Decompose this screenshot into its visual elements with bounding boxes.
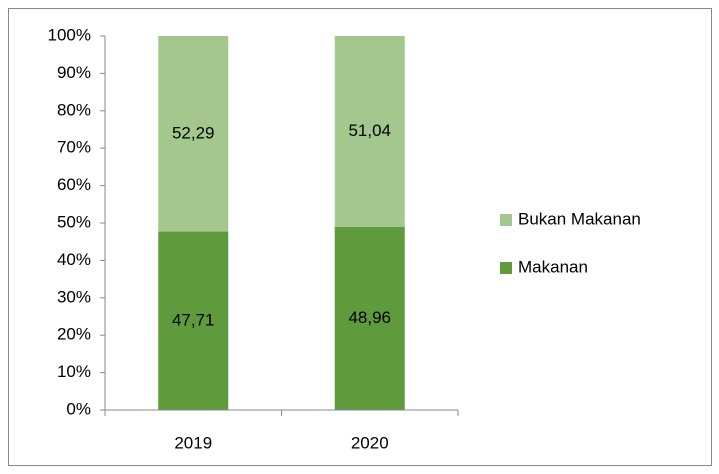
y-tick-label: 50% <box>57 212 91 231</box>
y-tick-label: 70% <box>57 138 91 157</box>
value-label: 52,29 <box>172 123 215 142</box>
legend-swatch <box>500 262 512 274</box>
y-tick-label: 0% <box>66 399 91 418</box>
bar-segment <box>158 231 229 410</box>
y-tick-label: 40% <box>57 250 91 269</box>
y-tick-label: 90% <box>57 63 91 82</box>
x-tick-label: 2019 <box>174 433 212 452</box>
legend-label: Bukan Makanan <box>518 209 641 228</box>
y-tick-label: 10% <box>57 362 91 381</box>
y-tick-label: 30% <box>57 287 91 306</box>
bar-segment <box>334 36 405 227</box>
y-tick-label: 80% <box>57 100 91 119</box>
value-label: 51,04 <box>348 121 391 140</box>
value-label: 48,96 <box>348 308 391 327</box>
x-tick-label: 2020 <box>351 433 389 452</box>
bar-segment <box>158 36 229 232</box>
bar-segment <box>334 226 405 410</box>
legend-swatch <box>500 214 512 226</box>
value-label: 47,71 <box>172 310 215 329</box>
y-tick-label: 20% <box>57 325 91 344</box>
y-tick-label: 60% <box>57 175 91 194</box>
legend-label: Makanan <box>518 257 588 276</box>
y-tick-label: 100% <box>48 25 91 44</box>
